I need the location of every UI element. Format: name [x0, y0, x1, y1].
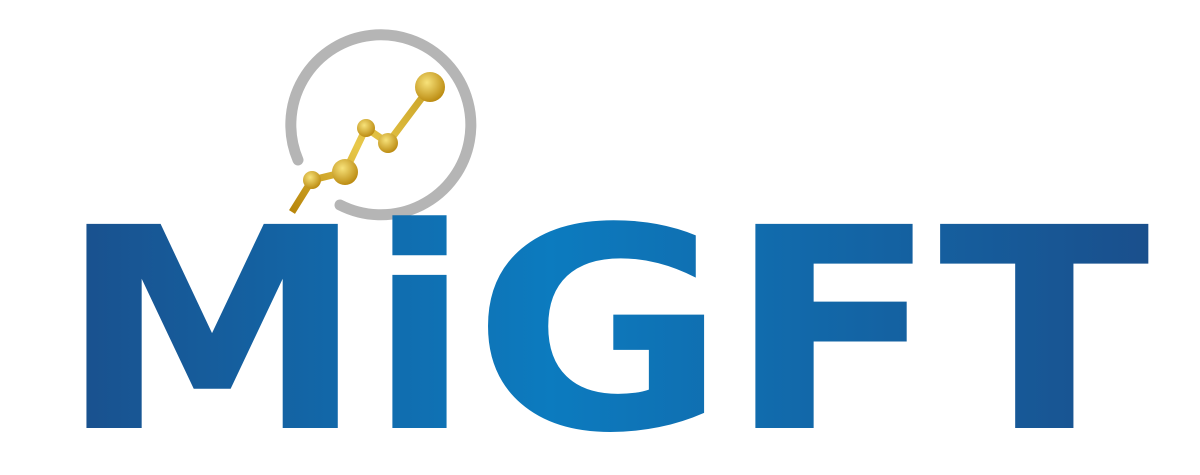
- logo-text: MiGFT: [58, 169, 1152, 475]
- trend-point: [415, 72, 445, 102]
- trend-point: [303, 171, 321, 189]
- trend-points: [303, 72, 445, 189]
- trend-point: [378, 133, 398, 153]
- magnifier-ring: [285, 29, 477, 221]
- trend-point: [357, 119, 375, 137]
- trend-point: [332, 159, 358, 185]
